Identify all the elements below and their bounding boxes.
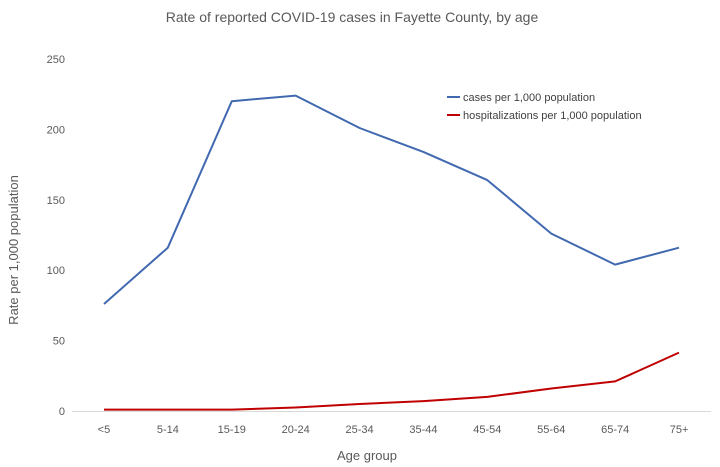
legend-label-cases: cases per 1,000 population (463, 92, 595, 104)
y-tick-label: 200 (47, 124, 65, 136)
y-tick-label: 0 (59, 406, 65, 418)
legend-label-hospitalizations: hospitalizations per 1,000 population (463, 110, 642, 122)
y-tick-label: 150 (47, 195, 65, 207)
series-line-cases (103, 94, 680, 305)
x-tick-label: 65-74 (601, 424, 629, 436)
y-axis-title: Rate per 1,000 population (6, 175, 21, 325)
x-tick-label: 5-14 (157, 424, 179, 436)
series-lines (103, 94, 680, 411)
y-tick-label: 100 (47, 265, 65, 277)
x-tick-label: <5 (98, 424, 111, 436)
legend: cases per 1,000 population hospitalizati… (447, 92, 642, 122)
x-tick-label: 25-34 (345, 424, 373, 436)
series-line-hospitalizations (104, 351, 680, 411)
y-tick-label: 50 (53, 336, 65, 348)
y-tick-label: 250 (47, 54, 65, 66)
x-tick-label: 15-19 (218, 424, 246, 436)
x-axis-tick-labels: <5 5-14 15-19 20-24 25-34 35-44 45-54 55-64 65-7… (98, 424, 689, 436)
x-tick-label: 20-24 (282, 424, 310, 436)
chart-title: Rate of reported COVID-19 cases in Fayet… (166, 9, 539, 25)
x-tick-label: 45-54 (473, 424, 501, 436)
y-axis-tick-labels: 0 50 100 150 200 250 (47, 54, 65, 418)
x-tick-label: 55-64 (537, 424, 565, 436)
x-axis-title: Age group (337, 448, 397, 463)
x-tick-label: 75+ (670, 424, 689, 436)
x-tick-label: 35-44 (409, 424, 437, 436)
